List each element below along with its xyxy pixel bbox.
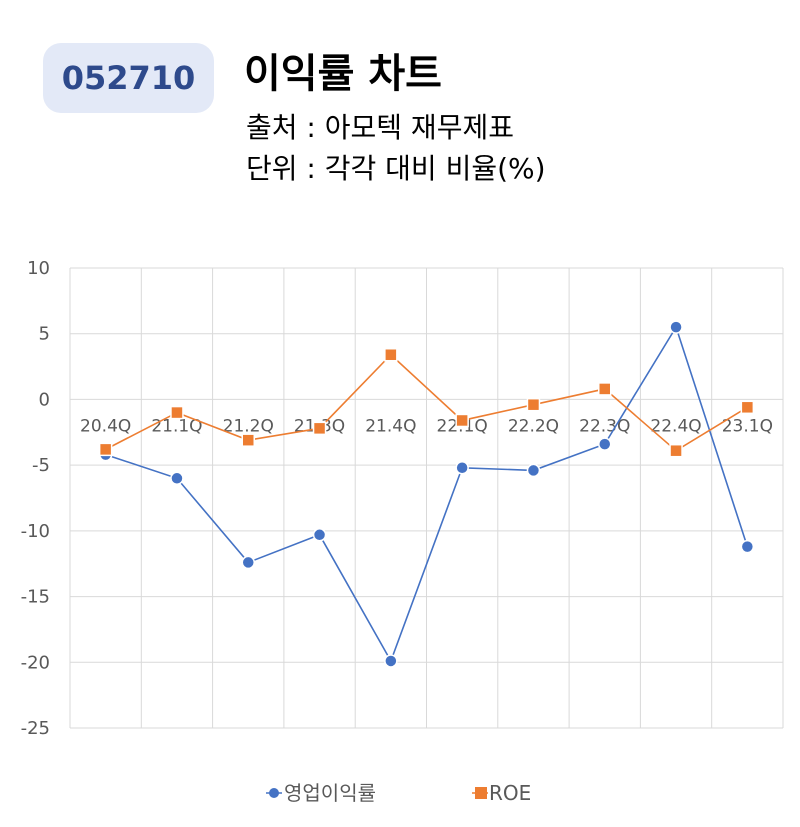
data-point (740, 400, 755, 415)
data-point (312, 421, 327, 436)
series-line (105, 325, 749, 663)
data-point (241, 433, 255, 447)
y-tick-label: -20 (21, 652, 50, 673)
data-point (312, 528, 327, 542)
y-tick-label: -5 (32, 455, 50, 476)
data-point (526, 397, 541, 412)
x-category-label: 21.1Q (151, 416, 202, 436)
data-point (669, 320, 683, 334)
data-point (455, 413, 469, 428)
legend-label: 영업이익률 (284, 781, 376, 805)
legend-marker-square (475, 787, 487, 799)
data-point (526, 463, 541, 478)
data-point (241, 555, 255, 570)
x-category-label: 21.2Q (223, 416, 274, 436)
grid-lines (69, 267, 784, 729)
data-point (170, 405, 184, 420)
x-category-label: 21.4Q (365, 416, 416, 436)
y-axis-ticks: 10 5 0 -5 -10 -15 -20 -25 (21, 258, 50, 739)
data-point (384, 654, 398, 668)
data-point (740, 539, 755, 554)
chart-title: 이익률 차트 (244, 51, 442, 97)
y-tick-label: 5 (39, 324, 50, 345)
legend-label: ROE (489, 781, 531, 805)
x-category-label: 20.4Q (80, 416, 131, 436)
series-markers (98, 320, 755, 668)
legend: 영업이익률 ROE (266, 781, 531, 805)
data-point (598, 437, 612, 451)
data-point (98, 442, 113, 457)
data-point (170, 471, 184, 486)
x-category-label: 23.1Q (722, 416, 773, 436)
x-category-label: 22.3Q (579, 416, 630, 436)
unit-note: 단위 : 각각 대비 비율(%) (246, 152, 546, 185)
series-lines (105, 325, 749, 663)
y-tick-label: 10 (27, 258, 50, 279)
series-line (105, 353, 748, 452)
data-point (455, 461, 469, 475)
stock-code: 052710 (61, 59, 196, 97)
x-category-label: 22.4Q (650, 416, 701, 436)
data-point (598, 382, 612, 396)
y-tick-label: -25 (21, 718, 50, 739)
source-note: 출처 : 아모텍 재무제표 (246, 111, 514, 144)
legend-marker-circle (269, 788, 279, 798)
y-tick-label: -10 (21, 521, 50, 542)
x-category-label: 22.2Q (508, 416, 559, 436)
y-tick-label: 0 (39, 389, 50, 410)
x-axis-categories: 20.4Q21.1Q21.2Q21.3Q21.4Q22.1Q22.2Q22.3Q… (80, 416, 773, 436)
data-point (384, 347, 398, 362)
stock-code-badge: 052710 (43, 43, 214, 113)
y-tick-label: -15 (21, 587, 50, 608)
data-point (669, 443, 683, 458)
